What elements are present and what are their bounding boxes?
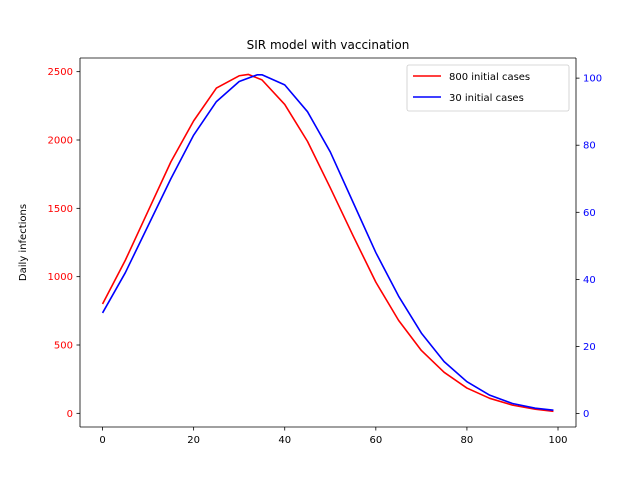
y-left-tick-label: 2000 bbox=[48, 136, 73, 147]
legend-label-2: 30 initial cases bbox=[449, 93, 524, 104]
y-left-tick-label: 1000 bbox=[48, 272, 73, 283]
y-left-tick-label: 0 bbox=[67, 409, 73, 420]
chart-title: SIR model with vaccination bbox=[247, 38, 410, 52]
y-right-tick-label: 0 bbox=[583, 409, 589, 420]
x-tick-label: 20 bbox=[187, 435, 200, 446]
series-line-2 bbox=[101, 73, 554, 412]
x-tick-label: 80 bbox=[461, 435, 474, 446]
y-right-tick-label: 60 bbox=[583, 208, 596, 219]
x-tick-label: 40 bbox=[278, 435, 291, 446]
x-tick-label: 60 bbox=[369, 435, 382, 446]
x-tick-label: 100 bbox=[548, 435, 567, 446]
legend-box bbox=[406, 64, 570, 112]
y-right-tick-label: 100 bbox=[583, 74, 602, 85]
y-axis-label: Daily infections bbox=[18, 204, 29, 281]
x-tick-label: 0 bbox=[99, 435, 105, 446]
y-right-tick-label: 40 bbox=[583, 275, 596, 286]
y-right-tick-label: 80 bbox=[583, 141, 596, 152]
series-line-1 bbox=[101, 73, 554, 413]
y-left-tick-label: 1500 bbox=[48, 204, 73, 215]
y-left-tick-label: 2500 bbox=[48, 67, 73, 78]
y-right-tick-label: 20 bbox=[583, 342, 596, 353]
y-left-tick-label: 500 bbox=[54, 341, 73, 352]
legend-label-1: 800 initial cases bbox=[449, 72, 530, 83]
